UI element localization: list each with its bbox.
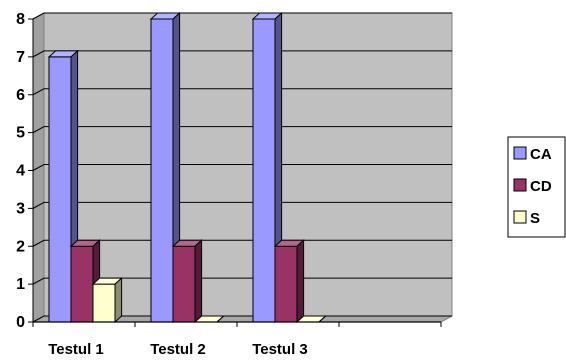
y-axis: 0 1 2 3 4 5 6 7 8 <box>16 11 34 331</box>
bar-cd-2 <box>171 239 203 324</box>
legend-label: CD <box>530 178 552 195</box>
bar-front <box>274 245 298 323</box>
bar-front <box>150 18 174 323</box>
gridline <box>32 12 452 20</box>
x-category-label: Testul 2 <box>150 341 206 358</box>
gridline <box>32 50 452 58</box>
bar-front <box>92 283 116 323</box>
y-tick-label: 8 <box>16 11 25 28</box>
gridlines <box>32 12 452 323</box>
bar-side <box>114 276 123 324</box>
bar-front <box>70 245 94 323</box>
y-tick-label: 5 <box>16 125 25 142</box>
y-tick-label: 0 <box>16 314 25 331</box>
gridline <box>32 164 452 171</box>
bar-side <box>296 239 305 324</box>
legend-label: CA <box>530 146 552 163</box>
legend-label: S <box>530 210 540 227</box>
gridline <box>32 88 452 96</box>
y-tick-label: 1 <box>16 276 25 293</box>
bar-front <box>252 18 276 323</box>
bar-side <box>216 315 224 323</box>
bars <box>47 11 327 324</box>
bar-side <box>318 315 326 323</box>
gridline <box>32 126 452 134</box>
bar-cd-3 <box>273 239 305 324</box>
x-category-label: Testul 3 <box>252 341 308 358</box>
y-tick-label: 7 <box>16 49 25 66</box>
y-tick-label: 4 <box>16 163 25 180</box>
bar-front <box>172 245 196 323</box>
legend-entry-cd: CD <box>513 178 552 195</box>
gridline <box>32 239 452 247</box>
gridline <box>32 201 452 209</box>
legend: CA CD S <box>507 136 566 238</box>
bar-side <box>194 239 203 324</box>
legend-swatch <box>513 210 527 224</box>
y-tick-label: 2 <box>16 238 25 255</box>
x-axis: Testul 1 Testul 2 Testul 3 <box>32 321 442 358</box>
legend-entry-ca: CA <box>513 146 552 163</box>
y-tick-label: 6 <box>16 87 25 104</box>
y-tick-label: 3 <box>16 200 25 217</box>
legend-swatch <box>513 146 527 160</box>
legend-swatch <box>513 178 527 192</box>
gridline <box>32 277 452 285</box>
legend-entry-s: S <box>513 210 540 227</box>
x-category-label: Testul 1 <box>48 341 104 358</box>
bar-s-1 <box>91 276 123 324</box>
bar-front <box>48 56 72 323</box>
